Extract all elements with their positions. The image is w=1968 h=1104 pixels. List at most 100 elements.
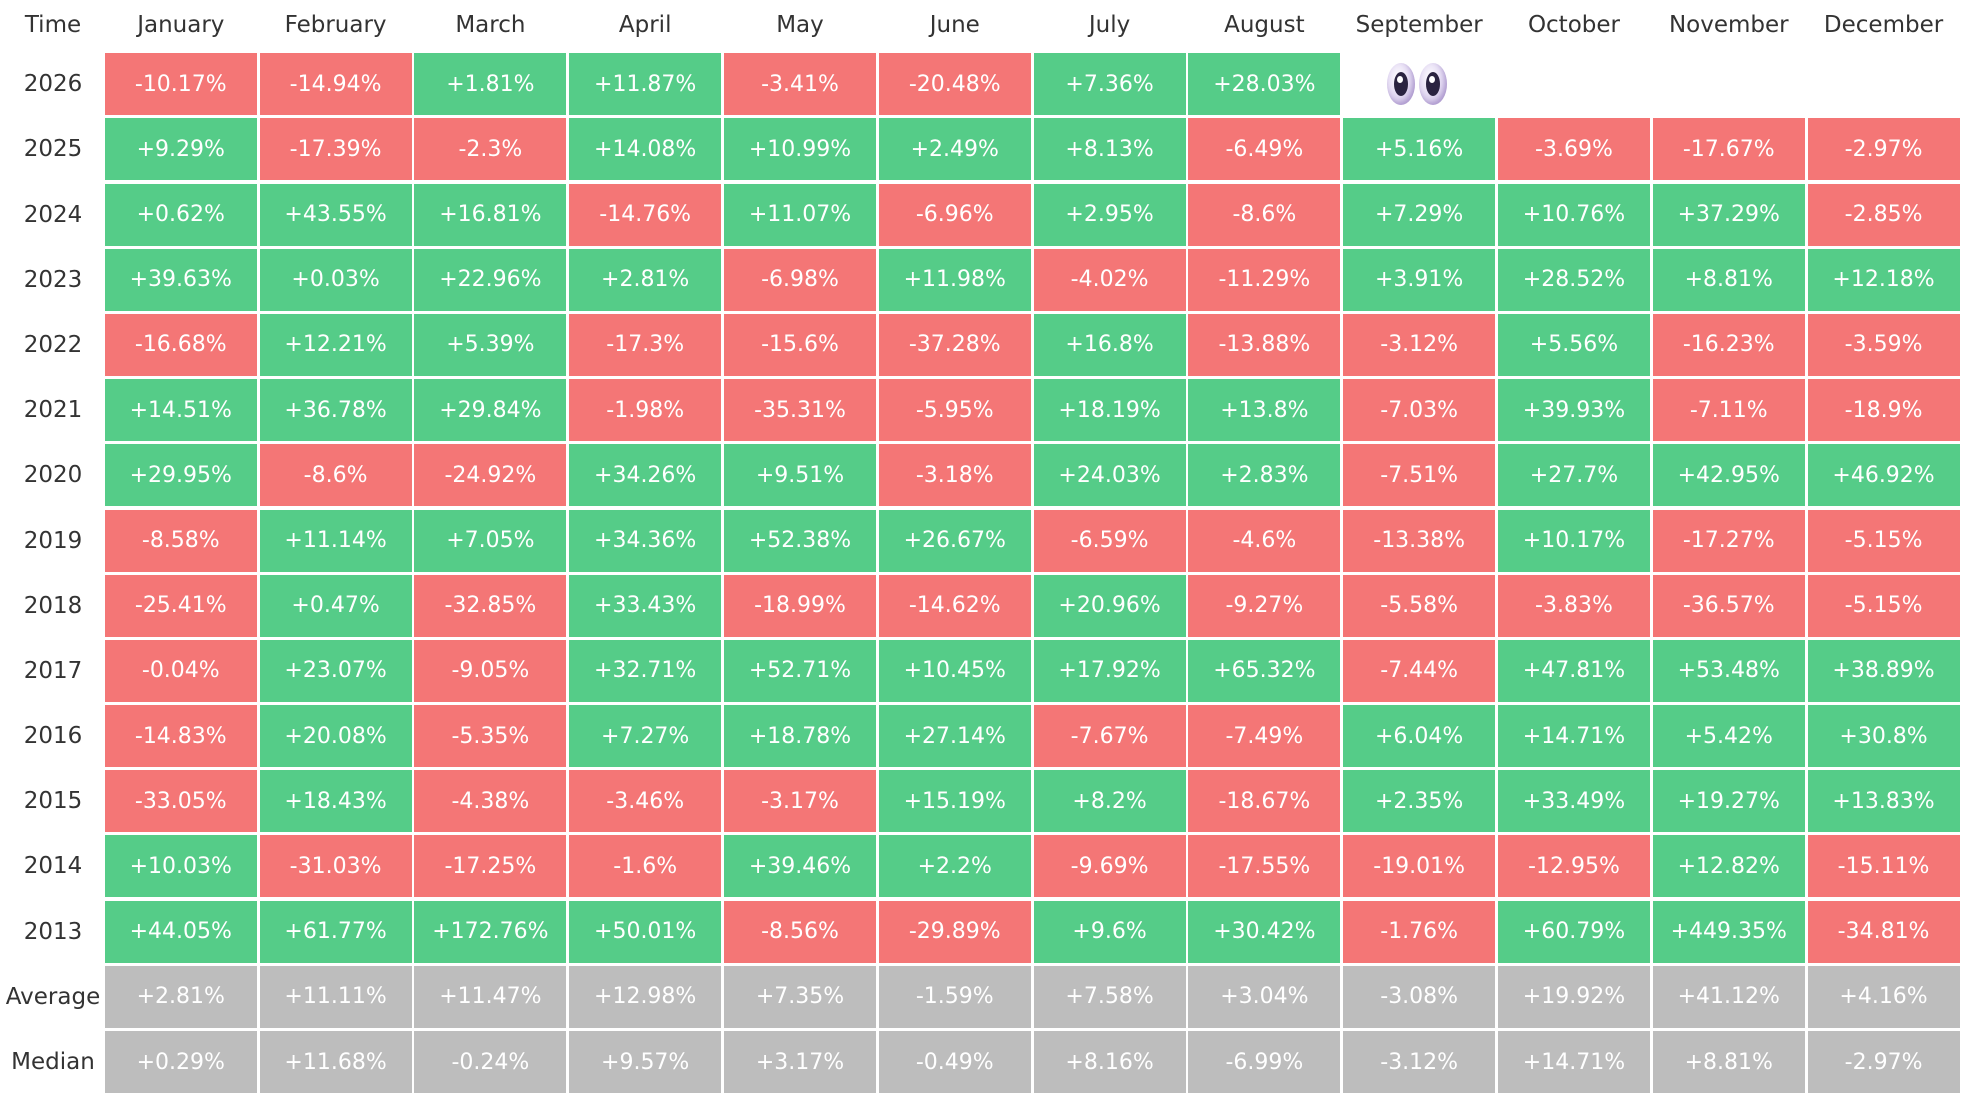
- cell-2021-december: -18.9%: [1807, 379, 1960, 442]
- cell-2022-may: -15.6%: [723, 313, 876, 376]
- cell-2025-october: -3.69%: [1497, 118, 1650, 181]
- cell-2014-october: -12.95%: [1497, 835, 1650, 898]
- cell-2023-july: -4.02%: [1033, 248, 1186, 311]
- cell-2013-july: +9.6%: [1033, 900, 1186, 963]
- cell-2014-january: +10.03%: [104, 835, 257, 898]
- row-label-2015: 2015: [23, 788, 83, 815]
- cell-average-july: +7.58%: [1033, 965, 1186, 1028]
- cell-2023-february: +0.03%: [259, 248, 412, 311]
- column-header-october: October: [1527, 12, 1620, 38]
- cell-2015-august: -18.67%: [1188, 770, 1341, 833]
- cell-average-august: +3.04%: [1188, 965, 1341, 1028]
- cell-2017-august: +65.32%: [1188, 639, 1341, 702]
- cell-2014-august: -17.55%: [1188, 835, 1341, 898]
- cell-2018-october: -3.83%: [1497, 574, 1650, 637]
- cell-2025-january: +9.29%: [104, 118, 257, 181]
- cell-2015-february: +18.43%: [259, 770, 412, 833]
- cell-median-april: +9.57%: [569, 1031, 722, 1093]
- row-label-2019: 2019: [23, 527, 83, 554]
- cell-median-june: -0.49%: [878, 1031, 1031, 1093]
- cell-2023-january: +39.63%: [104, 248, 257, 311]
- cell-2025-march: -2.3%: [414, 118, 567, 181]
- cell-2019-september: -13.38%: [1343, 509, 1496, 572]
- cell-2017-september: -7.44%: [1343, 639, 1496, 702]
- cell-average-march: +11.47%: [414, 965, 567, 1028]
- cell-2017-july: +17.92%: [1033, 639, 1186, 702]
- cell-2016-december: +30.8%: [1807, 705, 1960, 768]
- cell-2024-april: -14.76%: [569, 183, 722, 246]
- cell-2013-january: +44.05%: [104, 900, 257, 963]
- cell-average-april: +12.98%: [569, 965, 722, 1028]
- cell-2024-june: -6.96%: [878, 183, 1031, 246]
- cell-median-january: +0.29%: [104, 1031, 257, 1093]
- cell-2013-may: -8.56%: [723, 900, 876, 963]
- row-label-2025: 2025: [23, 136, 83, 163]
- cell-2022-march: +5.39%: [414, 313, 567, 376]
- cell-average-september: -3.08%: [1343, 965, 1496, 1028]
- cell-2013-august: +30.42%: [1188, 900, 1341, 963]
- cell-2020-october: +27.7%: [1497, 444, 1650, 507]
- cell-2024-october: +10.76%: [1497, 183, 1650, 246]
- cell-2022-february: +12.21%: [259, 313, 412, 376]
- cell-2019-february: +11.14%: [259, 509, 412, 572]
- cell-2016-august: -7.49%: [1188, 705, 1341, 768]
- cell-2014-december: -15.11%: [1807, 835, 1960, 898]
- cell-2016-october: +14.71%: [1497, 705, 1650, 768]
- cell-2016-february: +20.08%: [259, 705, 412, 768]
- row-label-average: Average: [5, 983, 101, 1010]
- cell-2026-august: +28.03%: [1188, 53, 1341, 116]
- cell-average-october: +19.92%: [1497, 965, 1650, 1028]
- cell-2026-july: +7.36%: [1033, 53, 1186, 116]
- cell-2026-april: +11.87%: [569, 53, 722, 116]
- cell-2019-december: -5.15%: [1807, 509, 1960, 572]
- cell-median-may: +3.17%: [723, 1031, 876, 1093]
- cell-2015-june: +15.19%: [878, 770, 1031, 833]
- cell-2024-september: +7.29%: [1343, 183, 1496, 246]
- cell-2014-july: -9.69%: [1033, 835, 1186, 898]
- cell-2020-september: -7.51%: [1343, 444, 1496, 507]
- column-header-march: March: [455, 12, 526, 38]
- cell-2016-april: +7.27%: [569, 705, 722, 768]
- cell-2018-november: -36.57%: [1652, 574, 1805, 637]
- cell-2014-april: -1.6%: [569, 835, 722, 898]
- cell-2014-may: +39.46%: [723, 835, 876, 898]
- cell-2015-july: +8.2%: [1033, 770, 1186, 833]
- column-header-december: December: [1823, 12, 1944, 38]
- cell-2013-february: +61.77%: [259, 900, 412, 963]
- cell-2015-december: +13.83%: [1807, 770, 1960, 833]
- cell-2015-november: +19.27%: [1652, 770, 1805, 833]
- cell-2022-august: -13.88%: [1188, 313, 1341, 376]
- cell-2015-september: +2.35%: [1343, 770, 1496, 833]
- cell-2021-november: -7.11%: [1652, 379, 1805, 442]
- cell-2021-april: -1.98%: [569, 379, 722, 442]
- cell-2019-april: +34.36%: [569, 509, 722, 572]
- cell-2021-january: +14.51%: [104, 379, 257, 442]
- cell-2025-november: -17.67%: [1652, 118, 1805, 181]
- cell-2026-march: +1.81%: [414, 53, 567, 116]
- cell-2017-march: -9.05%: [414, 639, 567, 702]
- row-label-2014: 2014: [23, 853, 83, 880]
- cell-2024-december: -2.85%: [1807, 183, 1960, 246]
- cell-2014-november: +12.82%: [1652, 835, 1805, 898]
- cell-2020-july: +24.03%: [1033, 444, 1186, 507]
- cell-2023-august: -11.29%: [1188, 248, 1341, 311]
- cell-2018-august: -9.27%: [1188, 574, 1341, 637]
- cell-2026-october: [1498, 53, 1650, 115]
- row-label-2018: 2018: [23, 592, 83, 619]
- cell-2018-june: -14.62%: [878, 574, 1031, 637]
- cell-2021-october: +39.93%: [1497, 379, 1650, 442]
- cell-2019-november: -17.27%: [1652, 509, 1805, 572]
- cell-2025-september: +5.16%: [1343, 118, 1496, 181]
- cell-2018-december: -5.15%: [1807, 574, 1960, 637]
- cell-2020-august: +2.83%: [1188, 444, 1341, 507]
- row-label-2017: 2017: [23, 657, 83, 684]
- cell-2018-january: -25.41%: [104, 574, 257, 637]
- cell-2020-april: +34.26%: [569, 444, 722, 507]
- row-label-2021: 2021: [23, 397, 83, 424]
- cell-average-november: +41.12%: [1652, 965, 1805, 1028]
- cell-2017-june: +10.45%: [878, 639, 1031, 702]
- column-header-september: September: [1355, 12, 1483, 38]
- cell-median-october: +14.71%: [1497, 1031, 1650, 1093]
- cell-average-december: +4.16%: [1807, 965, 1960, 1028]
